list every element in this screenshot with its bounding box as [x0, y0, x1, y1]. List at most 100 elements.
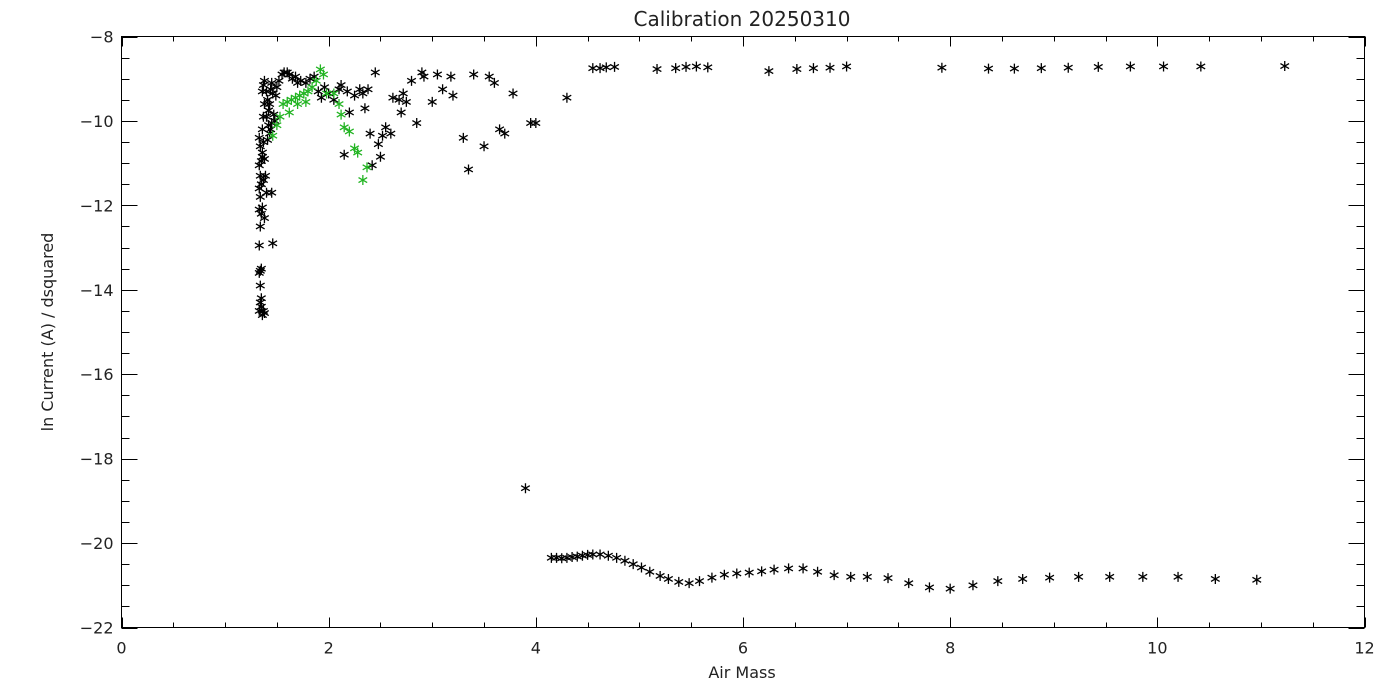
data-point-black	[636, 562, 647, 573]
data-point-black	[764, 66, 774, 77]
data-point-black	[628, 559, 638, 570]
data-point-black	[259, 308, 270, 319]
x-tick-label: 8	[945, 639, 955, 658]
data-point-black	[398, 88, 408, 99]
data-point-black	[269, 109, 279, 120]
data-point-black	[267, 77, 277, 88]
data-point-black	[703, 62, 713, 73]
data-point-black	[611, 552, 622, 563]
data-point-black	[316, 92, 327, 103]
data-point-black	[1073, 571, 1084, 582]
x-tick-label: 2	[324, 639, 334, 658]
data-point-green	[284, 107, 294, 118]
data-point-black	[783, 563, 794, 574]
data-point-black	[825, 62, 835, 73]
data-point-black	[595, 549, 605, 560]
data-point-black	[349, 90, 360, 101]
data-point-black	[609, 61, 620, 72]
x-tick-label: 10	[1147, 639, 1167, 658]
data-point-black	[375, 151, 386, 162]
data-point-black	[652, 64, 662, 75]
data-point-black	[264, 99, 275, 110]
data-point-black	[792, 64, 802, 75]
data-point-black	[968, 580, 978, 591]
data-points	[254, 61, 1290, 594]
data-point-black	[363, 84, 373, 95]
data-point-black	[551, 552, 562, 563]
data-point-black	[388, 92, 398, 103]
data-point-green	[358, 175, 368, 186]
data-point-black	[671, 63, 681, 74]
data-point-black	[756, 566, 767, 577]
plot-frame	[121, 36, 1365, 628]
data-point-black	[732, 568, 742, 579]
data-point-black	[588, 63, 598, 74]
y-tick-label: −12	[80, 196, 114, 215]
y-axis-label: ln Current (A) / dsquared	[38, 233, 57, 432]
data-point-black	[945, 583, 955, 594]
data-point-black	[681, 61, 691, 72]
data-point-black	[1063, 62, 1073, 73]
x-tick-label: 6	[738, 639, 748, 658]
y-tick-label: −8	[90, 28, 114, 47]
y-tick-label: −10	[80, 112, 114, 131]
data-point-black	[258, 175, 269, 186]
y-tick-label: −22	[80, 619, 114, 638]
data-point-black	[358, 88, 368, 99]
data-point-black	[719, 569, 730, 580]
data-point-black	[261, 187, 272, 198]
data-point-green	[336, 109, 346, 120]
data-point-black	[663, 573, 674, 584]
data-point-black	[993, 576, 1003, 587]
data-point-black	[684, 578, 694, 589]
data-point-black	[319, 82, 330, 93]
data-point-black	[446, 71, 456, 82]
data-point-black	[1036, 63, 1046, 74]
data-point-black	[259, 75, 270, 86]
data-point-black	[257, 147, 268, 158]
data-point-black	[427, 96, 437, 107]
data-point-black	[479, 141, 489, 152]
data-point-black	[268, 238, 278, 249]
data-point-black	[254, 240, 264, 251]
chart-title: Calibration 20250310	[634, 7, 851, 31]
data-point-black	[263, 105, 274, 116]
data-point-black	[261, 111, 272, 122]
data-point-green	[301, 96, 311, 107]
data-point-black	[1105, 571, 1115, 582]
data-point-black	[846, 571, 856, 582]
data-point-black	[412, 118, 422, 129]
data-point-black	[342, 86, 352, 97]
data-point-black	[694, 576, 705, 587]
data-point-black	[296, 75, 306, 86]
data-point-black	[396, 107, 406, 118]
data-point-black	[1138, 571, 1148, 582]
data-point-black	[437, 84, 448, 95]
data-point-black	[458, 132, 468, 143]
data-point-black	[365, 128, 375, 139]
data-point-black	[588, 549, 598, 560]
data-point-black	[707, 572, 717, 583]
data-point-black	[531, 118, 541, 129]
data-point-green	[344, 126, 355, 137]
data-point-green	[268, 130, 278, 141]
axis-ticks	[121, 36, 1366, 629]
data-point-black	[769, 564, 779, 575]
data-point-black	[262, 134, 273, 145]
data-point-black	[494, 124, 505, 135]
data-point-black	[1093, 61, 1103, 72]
data-point-black	[272, 82, 282, 93]
data-point-black	[257, 86, 268, 97]
data-point-black	[386, 128, 396, 139]
data-point-black	[1210, 573, 1220, 584]
data-point-black	[484, 71, 494, 82]
data-point-black	[377, 130, 388, 141]
data-point-black	[883, 573, 893, 584]
data-point-black	[469, 69, 479, 80]
data-point-black	[360, 103, 370, 114]
data-point-green	[303, 86, 313, 97]
data-point-black	[500, 128, 510, 139]
data-point-black	[862, 571, 872, 582]
data-point-black	[254, 204, 264, 215]
